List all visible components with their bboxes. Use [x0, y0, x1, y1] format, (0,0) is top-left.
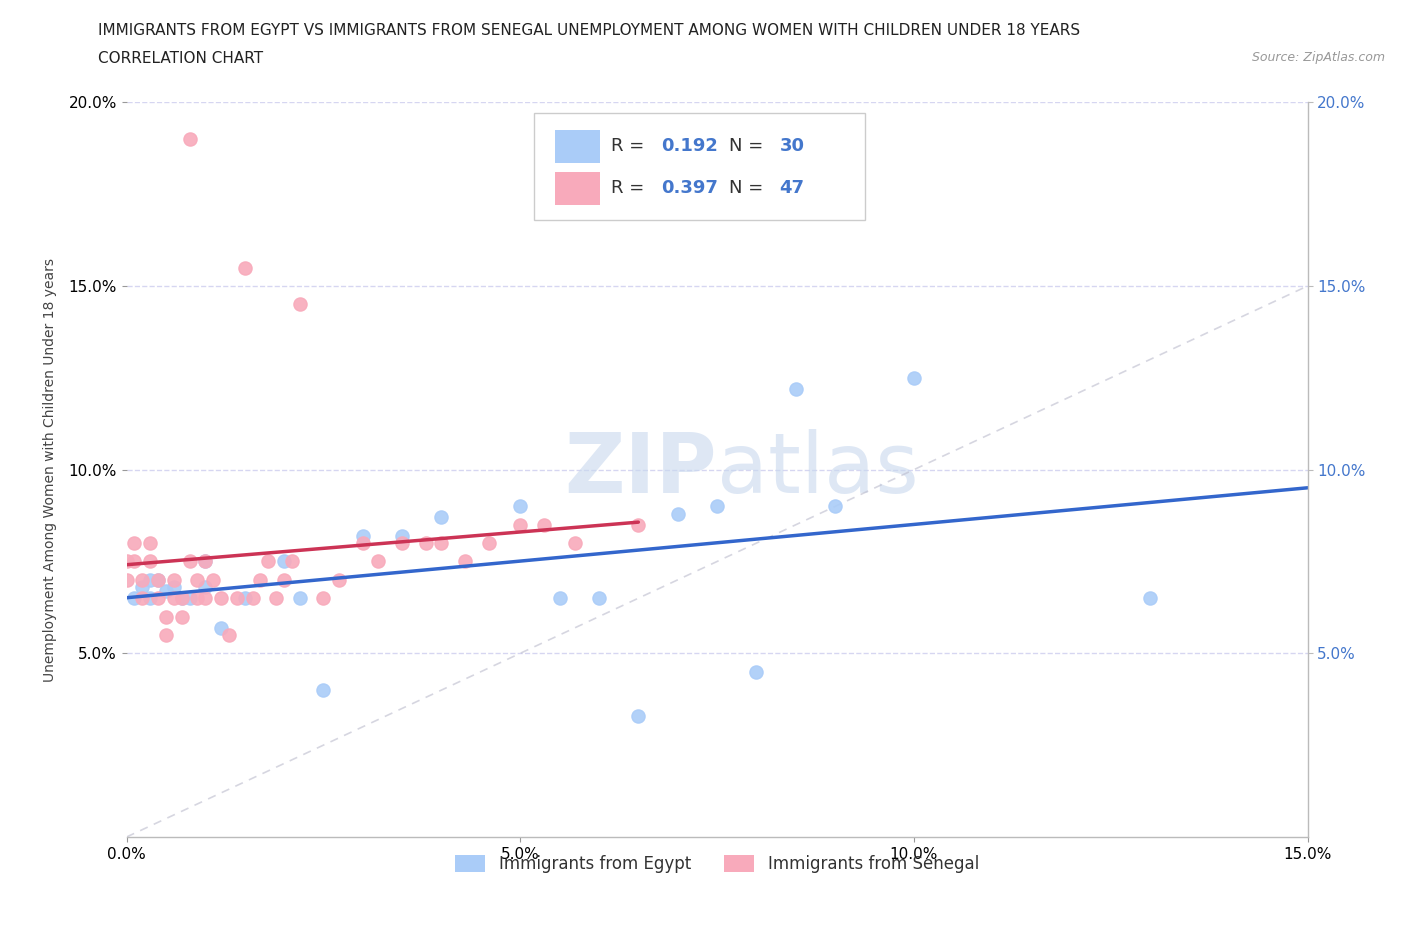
- Point: [163, 572, 186, 588]
- Point: [194, 591, 217, 605]
- Point: [209, 591, 232, 605]
- Point: [564, 536, 586, 551]
- Point: [509, 517, 531, 532]
- Point: [124, 591, 146, 605]
- Point: [202, 572, 225, 588]
- Point: [745, 664, 768, 679]
- Point: [194, 554, 217, 569]
- Text: N =: N =: [728, 138, 769, 155]
- Point: [218, 628, 240, 643]
- Point: [273, 554, 295, 569]
- Point: [155, 583, 177, 598]
- Point: [146, 572, 169, 588]
- Text: atlas: atlas: [717, 429, 918, 511]
- Point: [627, 517, 650, 532]
- Point: [352, 528, 374, 543]
- Text: R =: R =: [610, 138, 650, 155]
- Text: IMMIGRANTS FROM EGYPT VS IMMIGRANTS FROM SENEGAL UNEMPLOYMENT AMONG WOMEN WITH C: IMMIGRANTS FROM EGYPT VS IMMIGRANTS FROM…: [98, 23, 1081, 38]
- Point: [533, 517, 555, 532]
- Bar: [555, 172, 600, 206]
- Point: [179, 591, 201, 605]
- Point: [139, 591, 162, 605]
- Point: [194, 554, 217, 569]
- Point: [367, 554, 389, 569]
- Point: [163, 579, 186, 594]
- Text: ZIP: ZIP: [565, 429, 717, 511]
- Text: CORRELATION CHART: CORRELATION CHART: [98, 51, 263, 66]
- Point: [281, 554, 304, 569]
- Point: [249, 572, 271, 588]
- Point: [139, 554, 162, 569]
- Point: [509, 498, 531, 513]
- Point: [146, 591, 169, 605]
- Point: [194, 579, 217, 594]
- Point: [903, 370, 925, 385]
- Point: [478, 536, 501, 551]
- Point: [186, 572, 208, 588]
- Point: [257, 554, 280, 569]
- Point: [170, 609, 193, 624]
- Point: [1139, 591, 1161, 605]
- Text: 30: 30: [780, 138, 804, 155]
- Text: 47: 47: [780, 179, 804, 197]
- Point: [454, 554, 477, 569]
- Text: R =: R =: [610, 179, 650, 197]
- Point: [146, 572, 169, 588]
- Text: N =: N =: [728, 179, 769, 197]
- Point: [186, 591, 208, 605]
- Point: [264, 591, 287, 605]
- Point: [328, 572, 350, 588]
- Text: 0.192: 0.192: [662, 138, 718, 155]
- Point: [124, 536, 146, 551]
- Point: [824, 498, 846, 513]
- Point: [115, 554, 138, 569]
- Legend: Immigrants from Egypt, Immigrants from Senegal: Immigrants from Egypt, Immigrants from S…: [449, 848, 986, 880]
- Point: [785, 381, 807, 396]
- Point: [706, 498, 728, 513]
- Point: [273, 572, 295, 588]
- Point: [548, 591, 571, 605]
- Point: [179, 554, 201, 569]
- Point: [627, 709, 650, 724]
- Point: [131, 572, 153, 588]
- Point: [233, 260, 256, 275]
- Point: [288, 297, 311, 312]
- Point: [430, 536, 453, 551]
- Point: [233, 591, 256, 605]
- Point: [124, 554, 146, 569]
- Point: [209, 620, 232, 635]
- Point: [242, 591, 264, 605]
- Point: [312, 591, 335, 605]
- Point: [352, 536, 374, 551]
- Point: [179, 131, 201, 146]
- FancyBboxPatch shape: [534, 113, 865, 219]
- Point: [588, 591, 610, 605]
- Point: [391, 528, 413, 543]
- Point: [288, 591, 311, 605]
- Point: [139, 572, 162, 588]
- Point: [415, 536, 437, 551]
- Point: [139, 536, 162, 551]
- Point: [131, 591, 153, 605]
- Point: [170, 591, 193, 605]
- Bar: [555, 130, 600, 164]
- Point: [312, 683, 335, 698]
- Point: [391, 536, 413, 551]
- Point: [666, 506, 689, 521]
- Point: [115, 572, 138, 588]
- Point: [170, 591, 193, 605]
- Point: [430, 510, 453, 525]
- Text: Source: ZipAtlas.com: Source: ZipAtlas.com: [1251, 51, 1385, 64]
- Point: [131, 579, 153, 594]
- Point: [155, 628, 177, 643]
- Text: 0.397: 0.397: [662, 179, 718, 197]
- Y-axis label: Unemployment Among Women with Children Under 18 years: Unemployment Among Women with Children U…: [44, 258, 58, 682]
- Point: [163, 591, 186, 605]
- Point: [225, 591, 247, 605]
- Point: [155, 609, 177, 624]
